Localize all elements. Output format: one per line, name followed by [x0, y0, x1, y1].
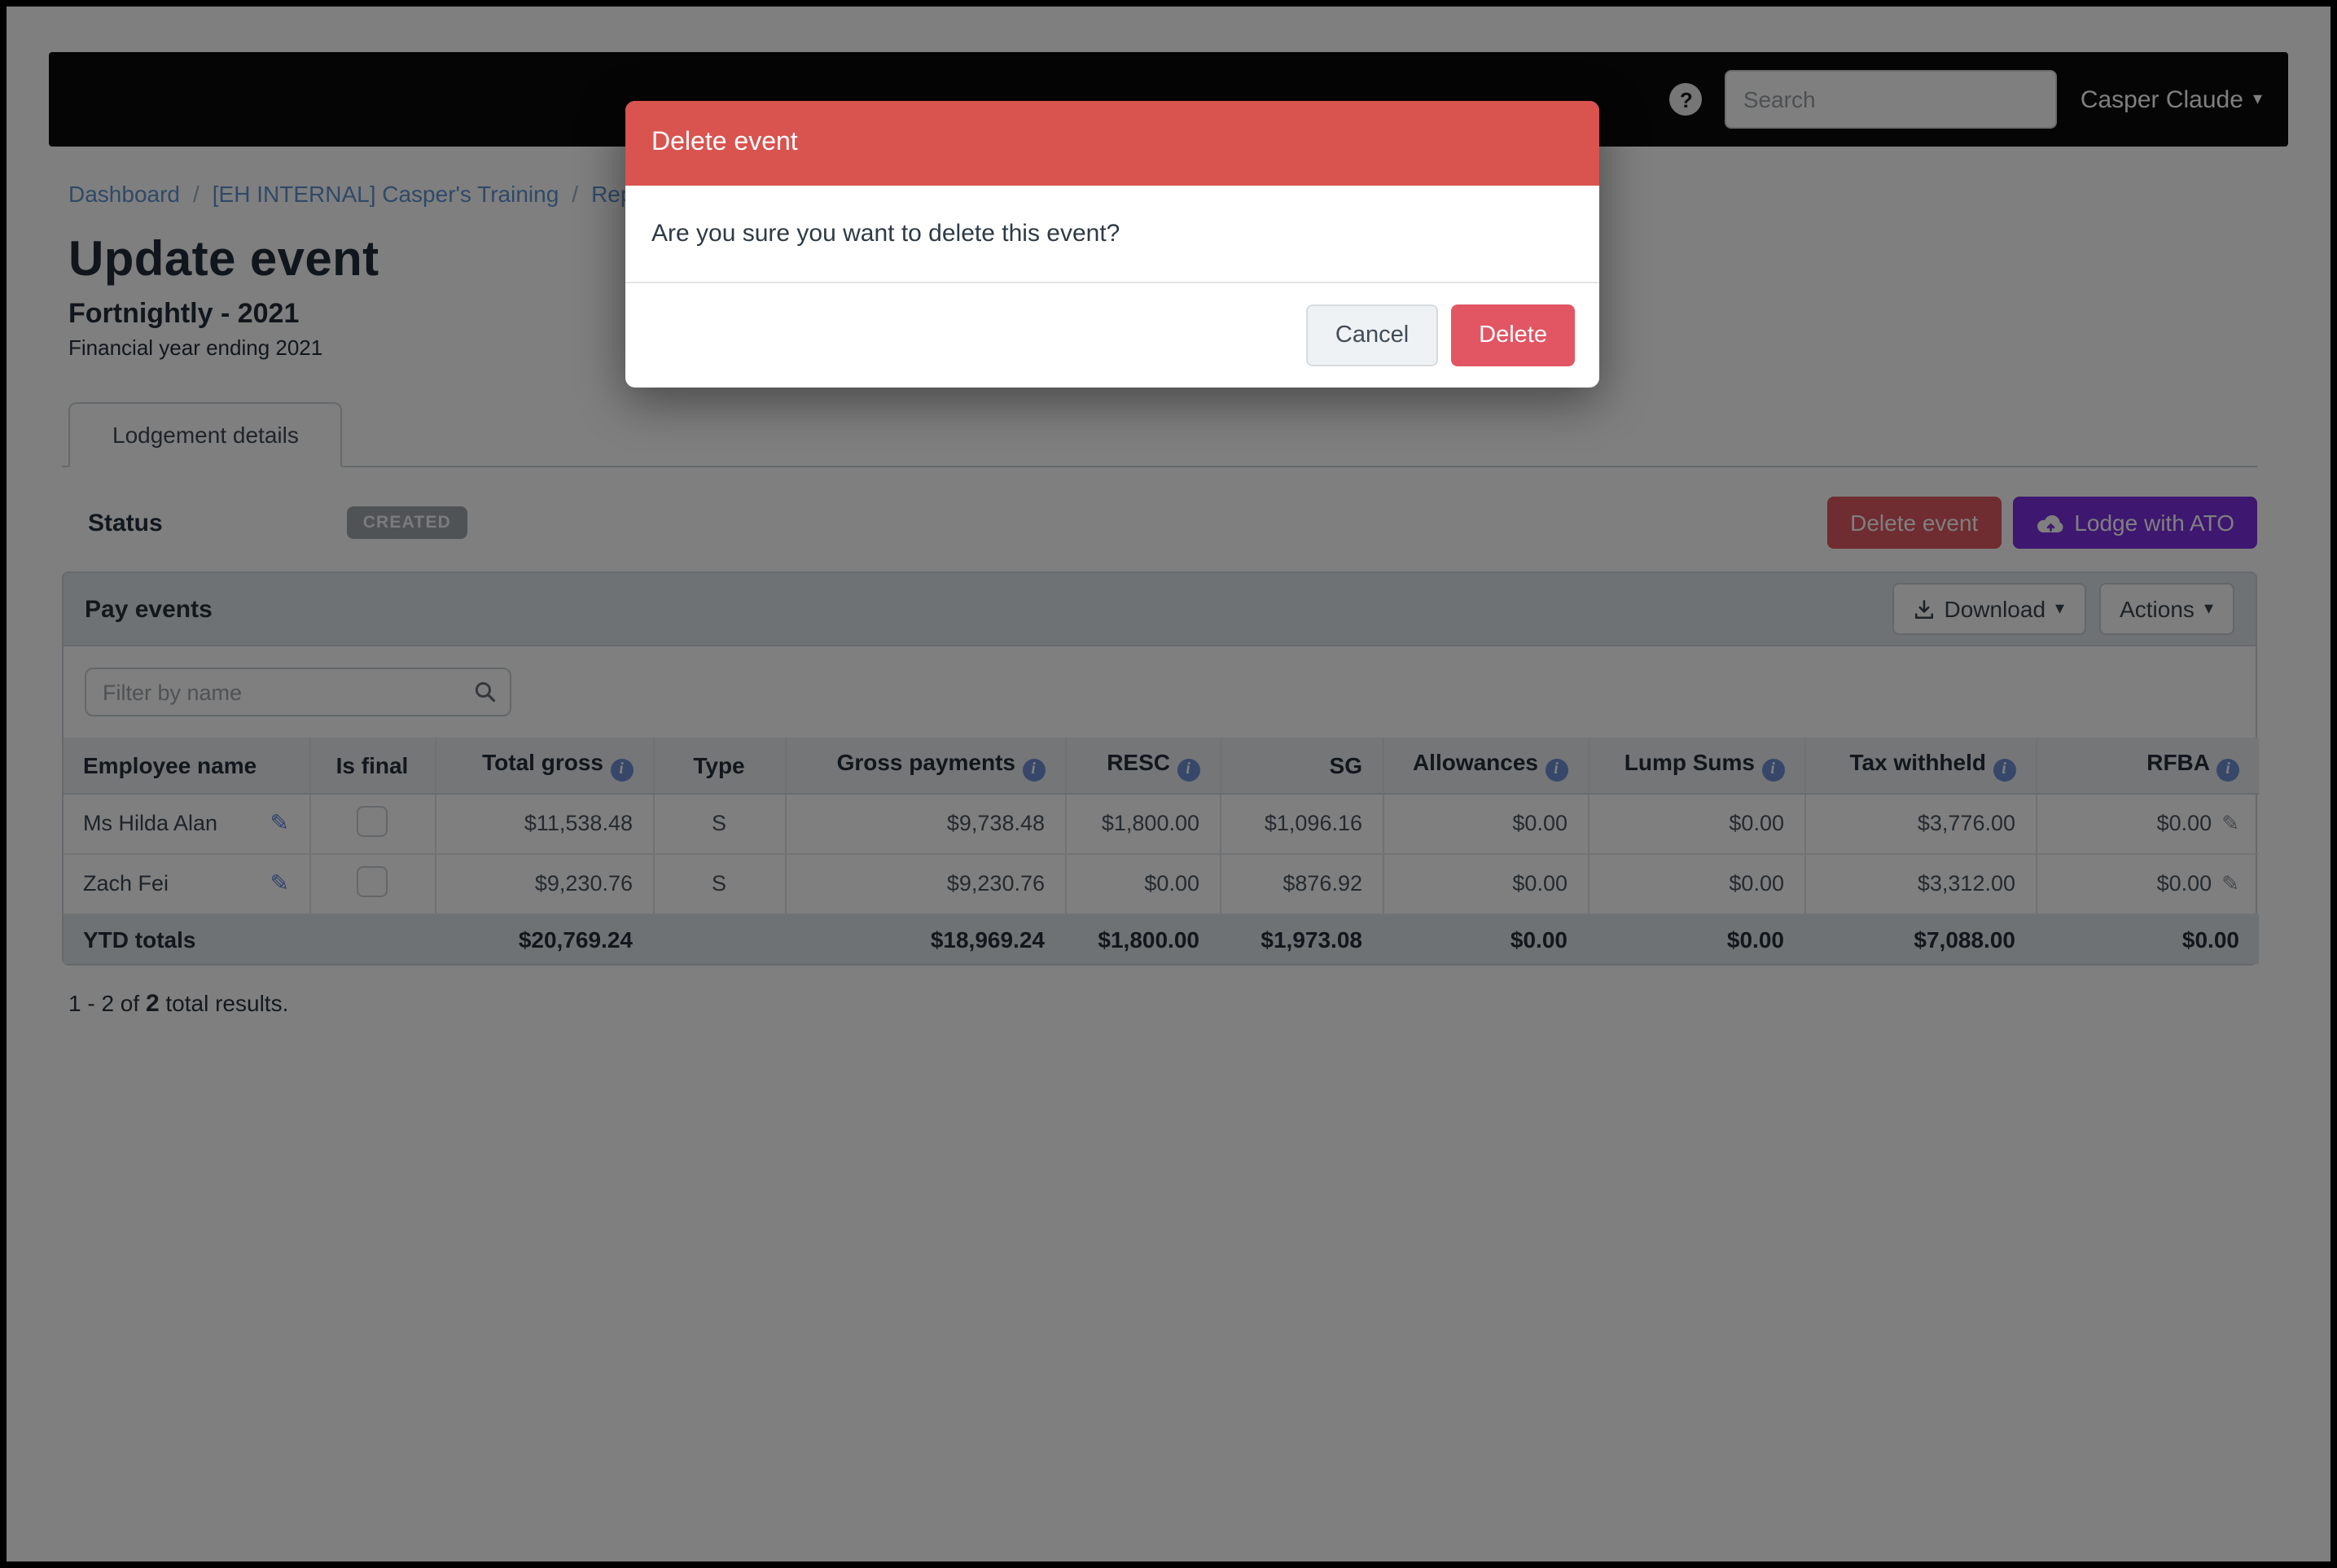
modal-footer: Cancel Delete	[625, 282, 1599, 388]
confirm-delete-button[interactable]: Delete	[1451, 304, 1575, 366]
delete-event-modal: Delete event Are you sure you want to de…	[625, 101, 1599, 388]
modal-message: Are you sure you want to delete this eve…	[651, 220, 1120, 247]
modal-title: Delete event	[625, 101, 1599, 186]
cancel-button[interactable]: Cancel	[1305, 304, 1439, 366]
